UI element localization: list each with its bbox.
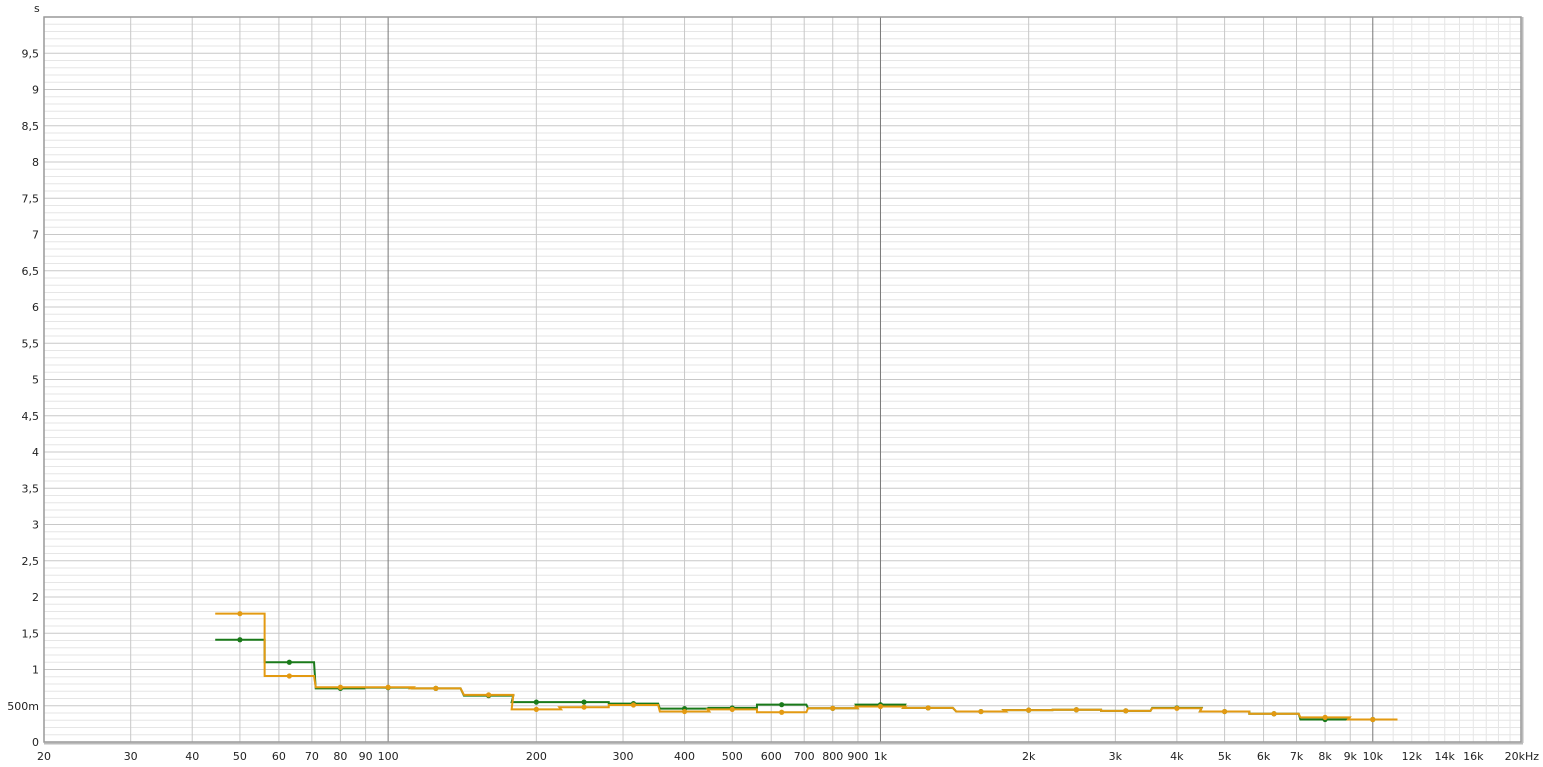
data-point (433, 685, 439, 691)
x-tick-label: 70 (305, 750, 319, 763)
y-tick-label: 500m (7, 700, 39, 713)
x-tick-label: 20kHz (1505, 750, 1540, 763)
y-tick-label: 4 (32, 446, 39, 459)
x-tick-label: 5k (1218, 750, 1232, 763)
data-point (581, 699, 587, 705)
x-tick-label: 20 (37, 750, 51, 763)
x-tick-label: 6k (1257, 750, 1271, 763)
x-tick-label: 10k (1363, 750, 1384, 763)
series-layer (215, 611, 1398, 723)
y-tick-label: 1 (32, 664, 39, 677)
axis-labels: 20 30 40 50 60 70 80 90 100 200 300 400 500 600 700 800… (7, 47, 1539, 763)
grid (43, 16, 1524, 745)
data-point (779, 702, 785, 708)
data-point (533, 699, 539, 705)
x-tick-label: 200 (526, 750, 547, 763)
data-point (385, 684, 391, 690)
data-point (237, 637, 243, 643)
x-tick-label: 800 (822, 750, 843, 763)
y-tick-label: 6 (32, 301, 39, 314)
series-line-1 (215, 612, 1398, 721)
plot-frame (43, 16, 1522, 743)
y-tick-label: 1,5 (22, 627, 40, 640)
y-tick-label: 5,5 (22, 337, 40, 350)
x-tick-label: 1k (874, 750, 888, 763)
y-tick-label: 9,5 (22, 47, 40, 60)
x-tick-label: 7k (1290, 750, 1304, 763)
x-tick-label: 300 (613, 750, 634, 763)
x-tick-label: 500 (722, 750, 743, 763)
data-point (1073, 707, 1079, 713)
y-tick-label: 0 (32, 736, 39, 749)
y-tick-label: 2,5 (22, 555, 40, 568)
x-tick-label: 4k (1170, 750, 1184, 763)
data-point (337, 684, 344, 690)
x-tick-label: 3k (1109, 750, 1123, 763)
data-point (286, 673, 292, 679)
x-tick-label: 50 (233, 750, 247, 763)
x-tick-label: 900 (847, 750, 868, 763)
data-point (925, 705, 931, 711)
data-point (1123, 708, 1129, 714)
data-point (729, 706, 735, 712)
data-point (1174, 705, 1180, 711)
data-point (877, 703, 884, 710)
data-point (830, 705, 836, 711)
y-tick-label: 4,5 (22, 410, 40, 423)
y-tick-label: 7,5 (22, 192, 40, 205)
x-tick-label: 12k (1402, 750, 1423, 763)
data-point (978, 708, 984, 715)
x-tick-label: 100 (378, 750, 399, 763)
x-tick-label: 16k (1463, 750, 1484, 763)
y-tick-label: 3 (32, 519, 39, 532)
y-tick-label: 6,5 (22, 265, 40, 278)
x-tick-label: 90 (359, 750, 373, 763)
data-point (1026, 707, 1032, 713)
x-tick-label: 2k (1022, 750, 1036, 763)
data-point (1221, 708, 1228, 715)
y-axis-unit: s (34, 2, 40, 15)
y-tick-label: 5 (32, 374, 39, 387)
x-tick-label: 400 (674, 750, 695, 763)
y-tick-label: 9 (32, 84, 39, 97)
x-tick-label: 60 (272, 750, 286, 763)
x-tick-label: 30 (124, 750, 138, 763)
data-point (779, 709, 785, 715)
x-tick-label: 14k (1435, 750, 1456, 763)
y-tick-label: 8,5 (22, 120, 40, 133)
data-point (581, 704, 587, 710)
y-tick-label: 3,5 (22, 482, 40, 495)
x-tick-label: 80 (333, 750, 347, 763)
x-tick-label: 40 (185, 750, 199, 763)
data-point (630, 702, 637, 708)
x-tick-label: 8k (1318, 750, 1332, 763)
y-tick-label: 2 (32, 591, 39, 604)
data-point (1322, 714, 1328, 720)
data-point (681, 708, 688, 715)
data-point (486, 692, 492, 698)
data-point (1370, 716, 1376, 723)
x-tick-label: 600 (761, 750, 782, 763)
y-tick-label: 8 (32, 156, 39, 169)
x-tick-label: 9k (1344, 750, 1358, 763)
y-tick-label: 7 (32, 229, 39, 242)
data-point (533, 706, 539, 712)
x-tick-label: 700 (794, 750, 815, 763)
data-point (237, 611, 243, 617)
data-point (1271, 711, 1277, 717)
data-point (286, 659, 292, 665)
